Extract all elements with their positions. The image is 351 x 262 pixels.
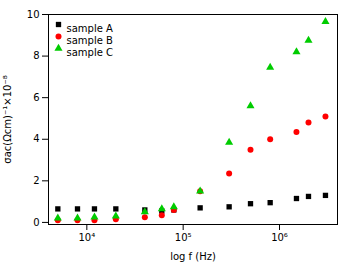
svg-text:4: 4 [33, 133, 39, 144]
svg-text:sample B: sample B [67, 35, 114, 46]
svg-text:10⁵: 10⁵ [175, 232, 192, 243]
svg-text:6: 6 [33, 92, 39, 103]
svg-text:σac(Ωcm)⁻¹×10⁻⁸: σac(Ωcm)⁻¹×10⁻⁸ [2, 75, 13, 163]
svg-text:sample C: sample C [67, 47, 114, 58]
svg-text:10: 10 [27, 9, 40, 20]
svg-text:0: 0 [33, 217, 39, 228]
svg-text:8: 8 [33, 50, 39, 61]
svg-text:10⁴: 10⁴ [78, 232, 95, 243]
svg-text:10⁶: 10⁶ [271, 232, 288, 243]
svg-text:sample A: sample A [67, 23, 114, 34]
svg-text:log f (Hz): log f (Hz) [170, 251, 216, 262]
svg-text:2: 2 [33, 175, 39, 186]
